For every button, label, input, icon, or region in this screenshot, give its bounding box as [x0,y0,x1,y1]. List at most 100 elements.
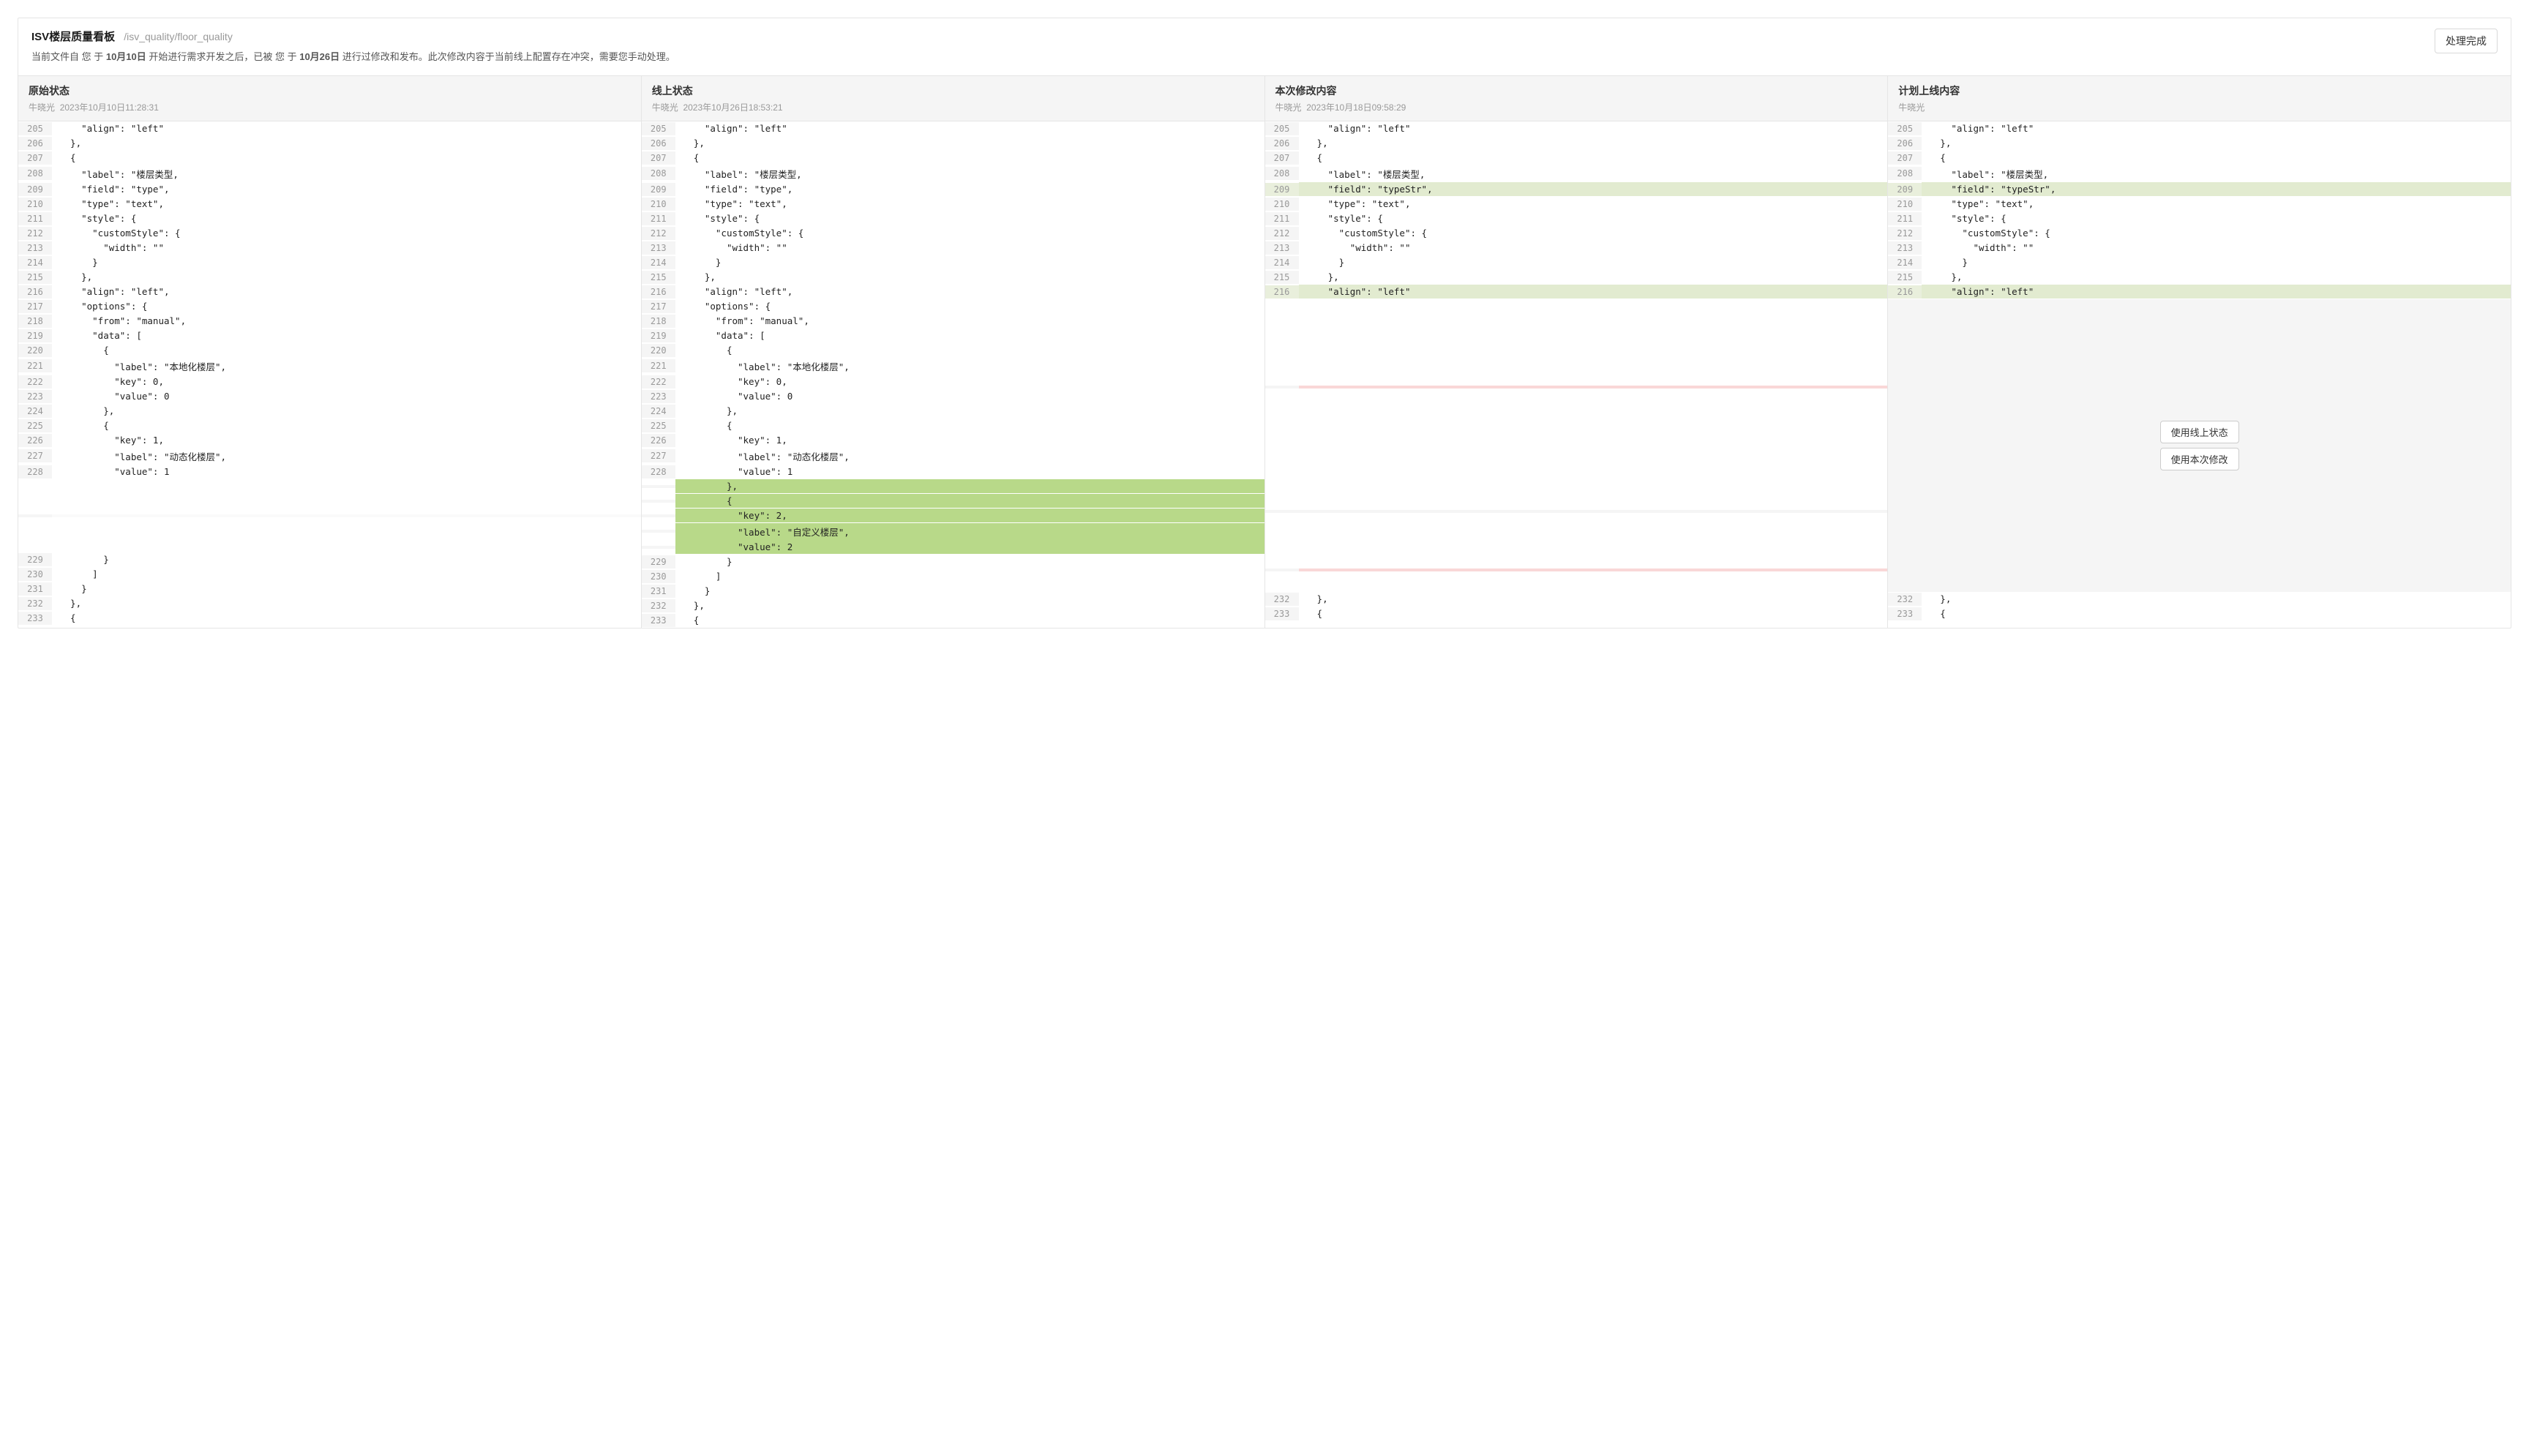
line-number: 208 [1888,167,1922,180]
line-content: }, [52,136,641,150]
code-line: 207 { [1265,151,1888,165]
line-content: "key": 2, [675,509,1264,522]
line-content: "type": "text", [52,197,641,211]
line-number: 232 [18,597,52,610]
line-content: { [675,343,1264,357]
subtitle-prefix: 当前文件自 您 于 [31,51,106,62]
line-content: "key": 1, [675,433,1264,447]
line-content: } [1922,255,2511,269]
line-content: "from": "manual", [675,314,1264,328]
line-content: "key": 0, [52,375,641,389]
use-online-button[interactable]: 使用线上状态 [2160,421,2239,443]
code-line: 205 "align": "left" [1888,121,2511,136]
line-number: 231 [642,585,675,598]
line-number: 208 [1265,167,1299,180]
line-number: 208 [642,167,675,180]
code-lines-col4: 205 "align": "left"206 },207 {208 "label… [1888,121,2511,621]
line-number: 205 [1888,122,1922,135]
code-line: 229 } [18,552,641,567]
code-line: 212 "customStyle": { [1265,226,1888,241]
complete-button[interactable]: 处理完成 [2435,29,2498,53]
line-number [1265,510,1299,513]
line-content: "data": [ [675,329,1264,342]
line-content: }, [1299,136,1888,150]
code-line: 222 "key": 0, [642,375,1264,389]
line-content: { [675,613,1264,627]
code-line: 205 "align": "left" [1265,121,1888,136]
plan-actions-block: 使用线上状态使用本次修改 [1888,299,2511,592]
line-content: { [1299,607,1888,620]
code-line: 233 { [18,611,641,626]
line-number [642,514,675,517]
line-number: 211 [1265,212,1299,225]
line-number: 224 [18,405,52,418]
col-title: 本次修改内容 [1275,83,1878,98]
line-content: "customStyle": { [1922,226,2511,240]
code-line: 215 }, [18,270,641,285]
line-number: 229 [18,553,52,566]
line-content: } [675,255,1264,269]
line-number: 210 [18,198,52,211]
code-line: 216 "align": "left" [1888,285,2511,299]
line-content: }, [1922,136,2511,150]
line-number: 217 [18,300,52,313]
code-line: 226 "key": 1, [642,433,1264,448]
code-line: 225 { [642,419,1264,433]
header-left: ISV楼层质量看板 /isv_quality/floor_quality 当前文… [31,29,2435,65]
code-line: 209 "field": "typeStr", [1265,182,1888,197]
code-line: 223 "value": 0 [642,389,1264,404]
line-number: 225 [18,419,52,432]
code-line: 227 "label": "动态化楼层", [642,448,1264,465]
code-line: { [642,494,1264,509]
line-number [1265,568,1299,571]
col-meta: 牛晓光 2023年10月10日11:28:31 [29,101,631,113]
line-number: 209 [1888,183,1922,196]
line-number: 214 [1265,256,1299,269]
col-plan: 计划上线内容 牛晓光 205 "align": "left"206 },207 … [1888,76,2511,628]
line-number: 207 [1265,151,1299,165]
page-path: /isv_quality/floor_quality [124,31,233,42]
line-content [1299,386,1888,389]
code-line: 212 "customStyle": { [18,226,641,241]
line-number: 206 [1265,137,1299,150]
code-line: 209 "field": "typeStr", [1888,182,2511,197]
line-content: "align": "left", [675,285,1264,299]
col-meta-author: 牛晓光 [29,102,55,113]
subtitle-suffix: 进行过修改和发布。此次修改内容于当前线上配置存在冲突，需要您手动处理。 [340,51,675,62]
line-content: }, [675,404,1264,418]
line-number: 220 [642,344,675,357]
line-number: 212 [642,227,675,240]
line-content: } [52,552,641,566]
col-meta-author: 牛晓光 [1898,102,1925,113]
code-line: 208 "label": "楼层类型, [642,165,1264,182]
line-content: { [52,611,641,625]
line-number: 218 [642,315,675,328]
use-current-button[interactable]: 使用本次修改 [2160,448,2239,470]
line-number: 222 [642,375,675,389]
code-line: 232 }, [1265,592,1888,607]
line-content: } [52,255,641,269]
line-content [1299,568,1888,571]
line-number: 233 [1888,607,1922,620]
line-number: 215 [1888,271,1922,284]
code-line: 214 } [642,255,1264,270]
line-content: }, [1922,270,2511,284]
line-content: "align": "left", [52,285,641,299]
line-content: { [1922,151,2511,165]
code-line: 229 } [642,555,1264,569]
line-number: 209 [18,183,52,196]
line-number: 228 [18,465,52,479]
code-line: 224 }, [18,404,641,419]
col-header-current: 本次修改内容 牛晓光 2023年10月18日09:58:29 [1265,76,1888,121]
code-line: 208 "label": "楼层类型, [1888,165,2511,182]
line-number: 208 [18,167,52,180]
line-number [1265,386,1299,389]
line-content: "align": "left" [52,121,641,135]
line-number: 215 [1265,271,1299,284]
line-content: }, [52,404,641,418]
code-line [1265,475,1888,548]
line-number: 209 [1265,183,1299,196]
line-content: "key": 1, [52,433,641,447]
code-line: 208 "label": "楼层类型, [18,165,641,182]
code-lines-col3: 205 "align": "left"206 },207 {208 "label… [1265,121,1888,621]
